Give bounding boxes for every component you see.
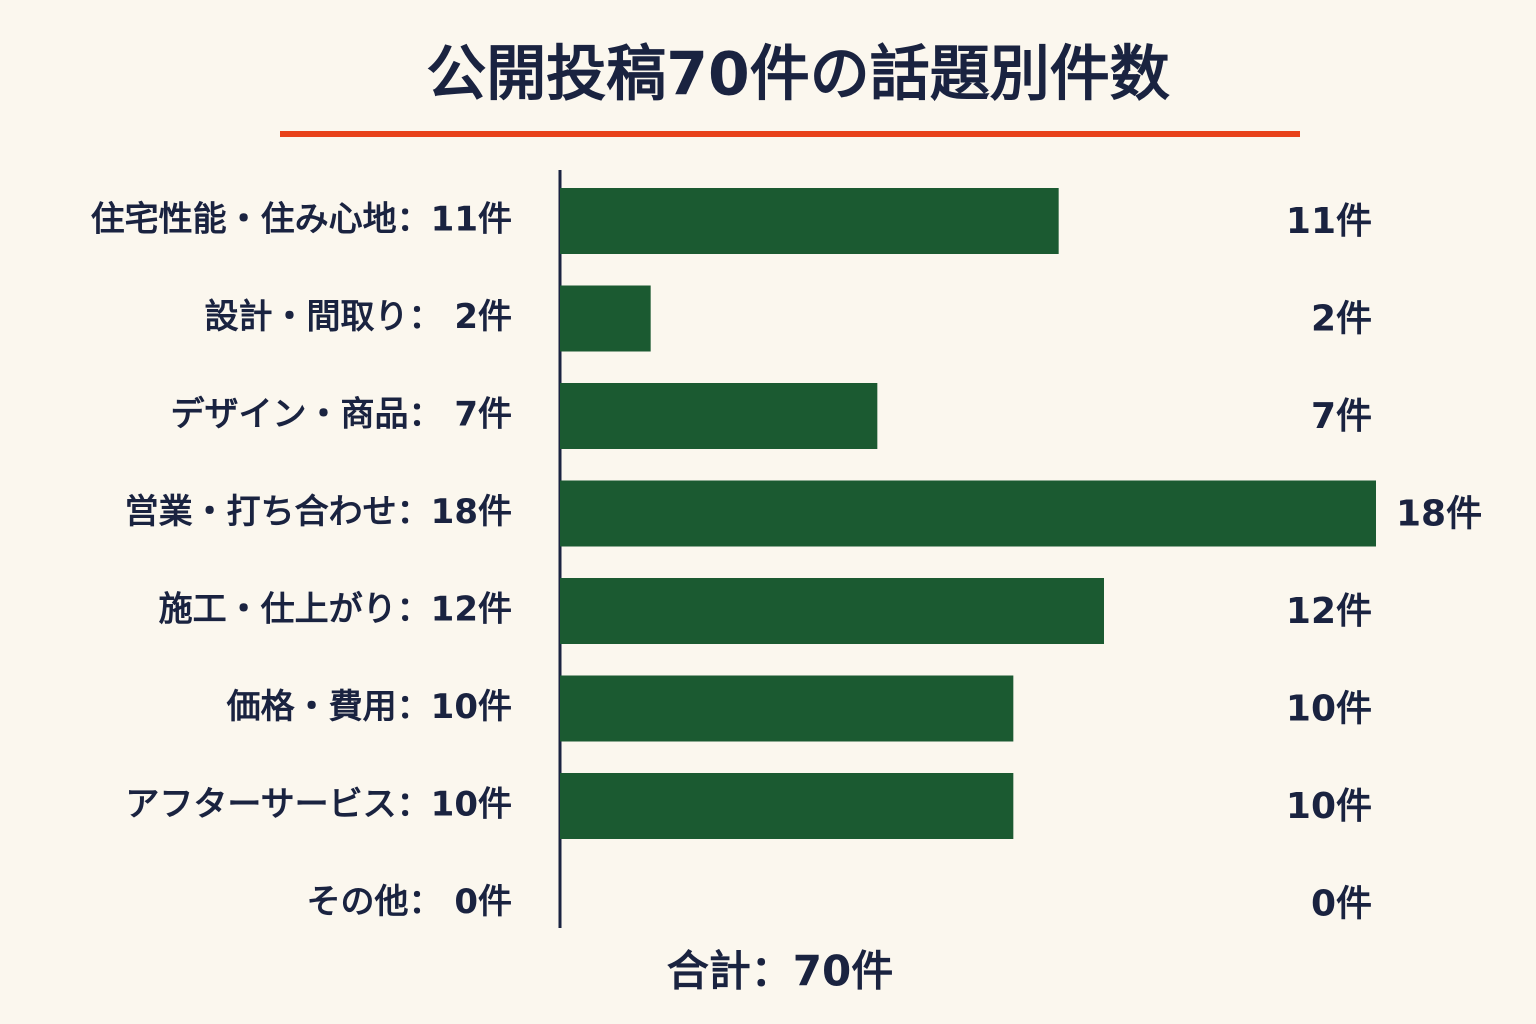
value-label: 10件 [1286,689,1372,730]
bar [560,578,1104,644]
category-label: アフターサービス：10件 [125,785,512,825]
bar [560,675,1014,742]
value-label: 12件 [1286,591,1372,632]
bar [560,480,1376,547]
chart-title: 公開投稿70件の話題別件数 [426,40,1170,110]
title-underline [280,131,1300,137]
category-label: 施工・仕上がり：12件 [159,590,512,630]
category-label: デザイン・商品： 7件 [171,395,513,435]
value-label: 18件 [1396,494,1482,535]
value-label: 0件 [1311,884,1372,925]
category-label: その他： 0件 [307,882,513,922]
bar [560,285,651,352]
category-label: 価格・費用：10件 [226,687,512,727]
bar [560,188,1059,254]
value-label: 10件 [1286,786,1372,827]
category-label: 営業・打ち合わせ：18件 [125,492,512,532]
value-label: 7件 [1311,396,1372,437]
value-label: 11件 [1286,201,1372,242]
bar [560,383,878,449]
category-label: 設計・間取り： 2件 [205,297,513,337]
total-label: 合計：70件 [667,947,893,996]
category-label: 住宅性能・住み心地：11件 [91,200,512,240]
bar [560,773,1014,839]
value-label: 2件 [1311,299,1372,340]
